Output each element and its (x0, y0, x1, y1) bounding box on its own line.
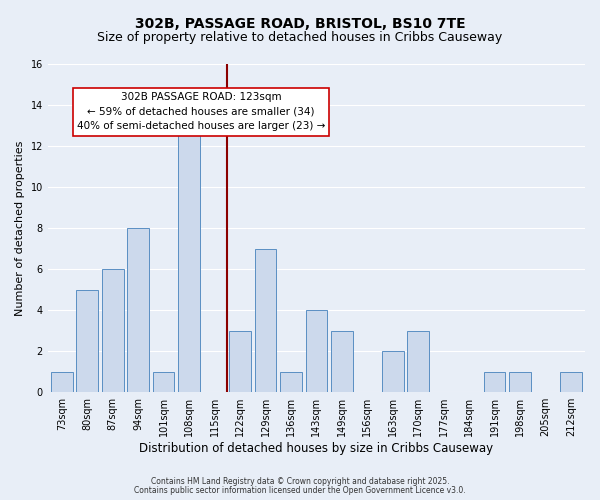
Bar (254, 248, 276, 392)
Bar (407, 330, 429, 392)
Bar (178, 126, 200, 392)
Text: Contains HM Land Registry data © Crown copyright and database right 2025.: Contains HM Land Registry data © Crown c… (151, 477, 449, 486)
Bar (153, 372, 175, 392)
X-axis label: Distribution of detached houses by size in Cribbs Causeway: Distribution of detached houses by size … (139, 442, 493, 455)
Bar (51, 372, 73, 392)
Bar (305, 310, 327, 392)
Text: 302B PASSAGE ROAD: 123sqm
← 59% of detached houses are smaller (34)
40% of semi-: 302B PASSAGE ROAD: 123sqm ← 59% of detac… (77, 92, 325, 132)
Bar (102, 269, 124, 392)
Bar (331, 330, 353, 392)
Text: 302B, PASSAGE ROAD, BRISTOL, BS10 7TE: 302B, PASSAGE ROAD, BRISTOL, BS10 7TE (134, 18, 466, 32)
Bar (382, 351, 404, 392)
Bar (229, 330, 251, 392)
Bar (280, 372, 302, 392)
Bar (76, 290, 98, 392)
Text: Contains public sector information licensed under the Open Government Licence v3: Contains public sector information licen… (134, 486, 466, 495)
Text: Size of property relative to detached houses in Cribbs Causeway: Size of property relative to detached ho… (97, 31, 503, 44)
Bar (127, 228, 149, 392)
Y-axis label: Number of detached properties: Number of detached properties (15, 140, 25, 316)
Bar (484, 372, 505, 392)
Bar (509, 372, 531, 392)
Bar (560, 372, 582, 392)
